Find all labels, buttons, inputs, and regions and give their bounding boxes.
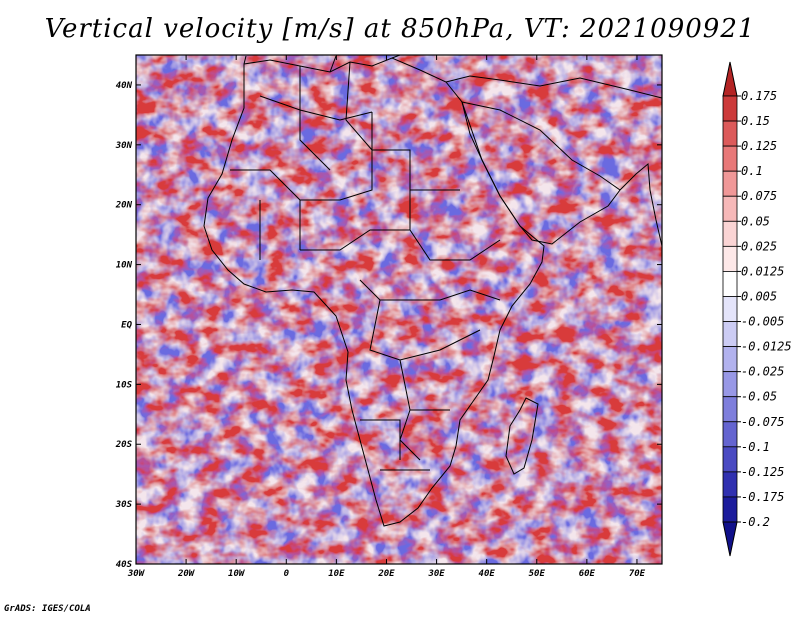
lon-tick-label: 10W — [228, 569, 246, 579]
lat-tick-label: 20N — [115, 201, 133, 211]
colorbar-label: -0.175 — [741, 490, 784, 504]
colorbar-label: 0.05 — [741, 214, 770, 228]
lon-tick-label: 70E — [629, 569, 646, 579]
lat-tick-label: 40N — [116, 81, 133, 91]
colorbar-swatch — [722, 471, 738, 498]
colorbar-swatch — [722, 396, 738, 423]
colorbar-label: -0.1 — [741, 440, 770, 454]
colorbar-label: 0.075 — [741, 189, 777, 203]
colorbar-label: -0.0125 — [741, 340, 792, 354]
colorbar-swatch — [722, 346, 738, 373]
lat-tick-label: 30N — [115, 141, 133, 151]
colorbar-swatch — [722, 271, 738, 297]
colorbar-swatch — [722, 446, 738, 473]
lon-tick-label: 30E — [427, 569, 445, 579]
colorbar-bottom-arrow — [722, 521, 738, 557]
colorbar-label: -0.025 — [741, 365, 784, 379]
lon-tick-label: 40E — [479, 569, 496, 579]
grads-credit: GrADS: IGES/COLA — [4, 604, 91, 614]
colorbar-swatch — [722, 220, 738, 247]
chart-title: Vertical velocity [m/s] at 850hPa, VT: 2… — [44, 14, 756, 44]
lon-tick-label: 20E — [377, 569, 395, 579]
lat-tick-label: 10S — [116, 380, 133, 390]
colorbar-label: 0.005 — [741, 289, 777, 303]
colorbar-label: 0.125 — [741, 139, 777, 153]
latitude-tick-labels: 40N 30N 20N 10N EQ 10S 20S 30S 40S — [115, 81, 133, 570]
lon-tick-label: 50E — [529, 569, 546, 579]
lat-tick-label: 10N — [116, 261, 133, 271]
colorbar-top-arrow — [722, 61, 738, 97]
colorbar-swatch — [722, 195, 738, 222]
colorbar-label: 0.0125 — [741, 264, 784, 278]
colorbar-swatch — [722, 245, 738, 272]
lon-tick-label: 30W — [127, 569, 146, 579]
lon-tick-label: 10E — [328, 569, 345, 579]
colorbar-label: -0.005 — [741, 315, 784, 329]
map-plot-area — [135, 54, 663, 565]
colorbar-label: 0.1 — [741, 164, 763, 178]
colorbar-swatch — [722, 321, 738, 347]
colorbar-label: -0.075 — [741, 415, 784, 429]
colorbar-swatch — [722, 145, 738, 172]
colorbar: 0.175 0.15 0.125 0.1 0.075 0.05 0.025 0.0125 0.0… — [722, 61, 792, 557]
colorbar-swatch — [722, 170, 738, 197]
velocity-field — [136, 55, 662, 564]
lat-tick-label: 20S — [115, 440, 133, 450]
longitude-tick-labels: 30W 20W 10W 0 10E 20E 30E 40E 50E 60E 70E — [127, 569, 646, 579]
lon-tick-label: 20W — [177, 569, 196, 579]
axis-ticks — [135, 55, 662, 565]
colorbar-label: 0.175 — [741, 89, 777, 103]
plot-frame — [135, 54, 663, 565]
colorbar-swatch — [722, 95, 738, 122]
coastlines — [203, 55, 662, 527]
colorbar-label: -0.125 — [741, 465, 784, 479]
colorbar-label: 0.025 — [741, 239, 777, 253]
lat-tick-label: 40S — [116, 560, 133, 570]
colorbar-swatch — [722, 371, 738, 398]
lon-tick-label: 60E — [579, 569, 596, 579]
colorbar-swatch — [722, 296, 738, 322]
colorbar-label: -0.2 — [741, 515, 770, 529]
lat-tick-label: EQ — [121, 320, 132, 330]
colorbar-swatch — [722, 496, 738, 523]
lon-tick-label: 0 — [284, 569, 290, 579]
colorbar-swatch — [722, 120, 738, 147]
lat-tick-label: 30S — [115, 500, 133, 510]
colorbar-label: 0.15 — [741, 114, 770, 128]
colorbar-label: -0.05 — [741, 390, 777, 404]
colorbar-swatch — [722, 421, 738, 448]
